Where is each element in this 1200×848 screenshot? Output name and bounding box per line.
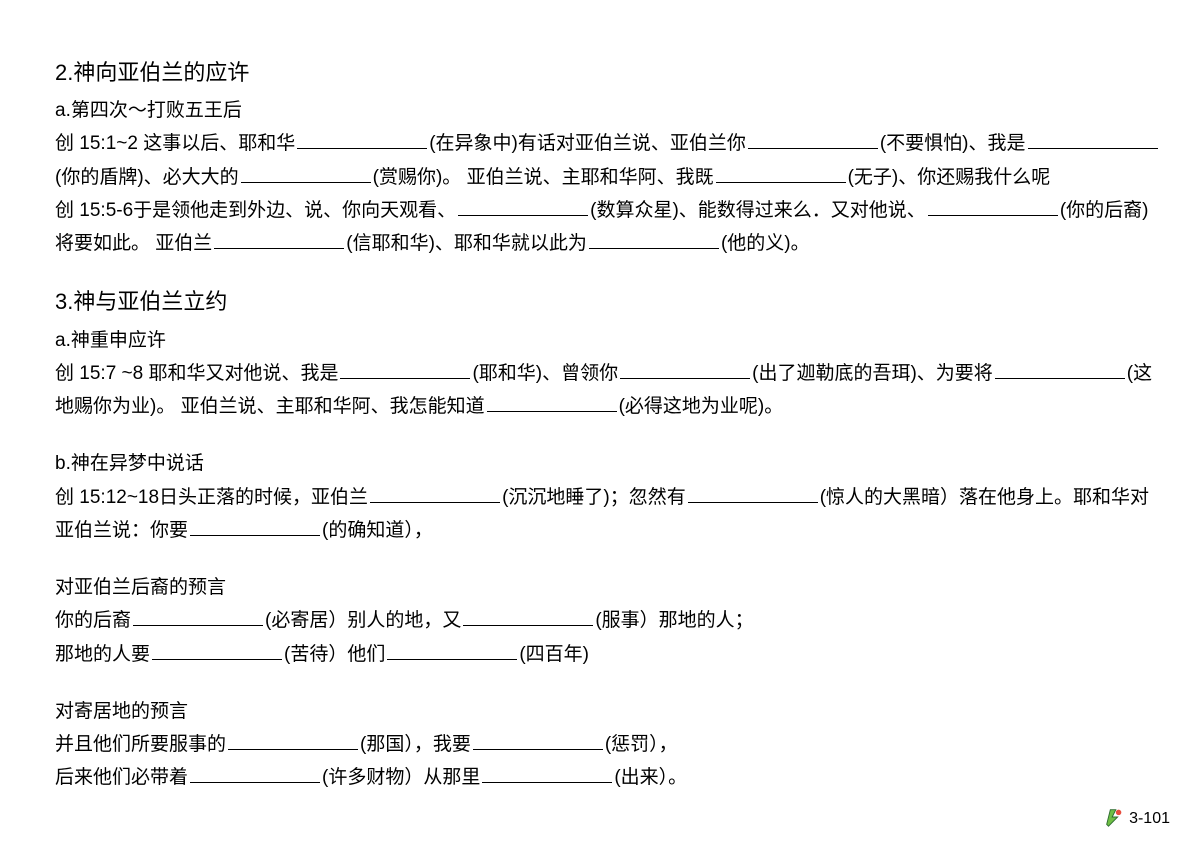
blank	[928, 195, 1058, 216]
text: 并且他们所要服事的	[55, 734, 226, 755]
text: 后来他们必带着	[55, 767, 188, 788]
section-3d-para2: 后来他们必带着 (许多财物）从那里 (出来）。	[55, 761, 1160, 794]
text: (的确知道），	[322, 520, 433, 541]
section-2a-para1: 创 15:1~2 这事以后、耶和华 (在异象中)有话对亚伯兰说、亚伯兰你 (不要惧怕…	[55, 127, 1160, 194]
blank	[228, 729, 358, 750]
blank	[152, 639, 282, 660]
text: (你的盾牌)、必大大的	[55, 167, 239, 188]
text: (四百年)	[519, 644, 589, 665]
text: (出来）。	[614, 767, 687, 788]
blank	[190, 515, 320, 536]
blank	[1028, 129, 1158, 150]
section-2a-title: a.第四次～打败五王后	[55, 94, 1160, 127]
text: 你的后裔	[55, 610, 131, 631]
text: (惩罚），	[605, 734, 678, 755]
text: (那国），我要	[360, 734, 471, 755]
blank	[620, 358, 750, 379]
section-3c-para1: 你的后裔 (必寄居）别人的地，又 (服事）那地的人；	[55, 604, 1160, 637]
text: (苦待）他们	[284, 644, 385, 665]
section-3b-title: b.神在异梦中说话	[55, 447, 1160, 480]
blank	[716, 162, 846, 183]
document-body: 2.神向亚伯兰的应许 a.第四次～打败五王后 创 15:1~2 这事以后、耶和华…	[55, 55, 1160, 795]
blank	[370, 482, 500, 503]
text: (在异象中)有话对亚伯兰说、亚伯兰你	[429, 133, 746, 154]
blank	[297, 129, 427, 150]
section-2-title: 2.神向亚伯兰的应许	[55, 55, 1160, 90]
text: (服事）那地的人；	[595, 610, 753, 631]
section-3-title: 3.神与亚伯兰立约	[55, 284, 1160, 319]
section-3c-title: 对亚伯兰后裔的预言	[55, 571, 1160, 604]
text: (许多财物）从那里	[322, 767, 480, 788]
text: 创 15:7 ~8 耶和华又对他说、我是	[55, 363, 338, 384]
blank	[473, 729, 603, 750]
section-3a-para: 创 15:7 ~8 耶和华又对他说、我是 (耶和华)、曾领你 (出了迦勒底的吾珥)、…	[55, 357, 1160, 424]
blank	[688, 482, 818, 503]
text: (无子)、你还赐我什么呢	[848, 167, 1051, 188]
text: (信耶和华)、耶和华就以此为	[346, 233, 587, 254]
blank	[463, 605, 593, 626]
text: 创 15:1~2 这事以后、耶和华	[55, 133, 295, 154]
text: (必得这地为业呢)。	[619, 396, 784, 417]
text: (沉沉地睡了)；忽然有	[502, 487, 686, 508]
section-2a-para2: 创 15:5-6于是领他走到外边、说、你向天观看、 (数算众星)、能数得过来么．又…	[55, 194, 1160, 261]
blank	[387, 639, 517, 660]
text: 创 15:5-6于是领他走到外边、说、你向天观看、	[55, 200, 456, 221]
text: 那地的人要	[55, 644, 150, 665]
blank	[241, 162, 371, 183]
blank	[482, 762, 612, 783]
blank	[487, 391, 617, 412]
blank	[133, 605, 263, 626]
blank	[748, 129, 878, 150]
blank	[214, 228, 344, 249]
section-3c-para2: 那地的人要 (苦待）他们 (四百年)	[55, 638, 1160, 671]
blank	[340, 358, 470, 379]
blank	[589, 228, 719, 249]
blank	[995, 358, 1125, 379]
text: (必寄居）别人的地，又	[265, 610, 461, 631]
text: (不要惧怕)、我是	[880, 133, 1026, 154]
section-3d-title: 对寄居地的预言	[55, 695, 1160, 728]
text: (赏赐你)。 亚伯兰说、主耶和华阿、我既	[373, 167, 714, 188]
page-footer: 3-101	[1103, 806, 1170, 828]
section-3a-title: a.神重申应许	[55, 324, 1160, 357]
page-number: 3-101	[1129, 810, 1170, 828]
text: 创 15:12~18日头正落的时候，亚伯兰	[55, 487, 368, 508]
logo-icon	[1103, 806, 1125, 828]
section-3d-para1: 并且他们所要服事的 (那国），我要 (惩罚），	[55, 728, 1160, 761]
blank	[190, 762, 320, 783]
blank	[458, 195, 588, 216]
text: (他的义)。	[721, 233, 810, 254]
section-3b-para: 创 15:12~18日头正落的时候，亚伯兰(沉沉地睡了)；忽然有(惊人的大黑暗）…	[55, 481, 1160, 548]
text: (耶和华)、曾领你	[472, 363, 618, 384]
text: (数算众星)、能数得过来么．又对他说、	[590, 200, 926, 221]
text: (出了迦勒底的吾珥)、为要将	[752, 363, 993, 384]
